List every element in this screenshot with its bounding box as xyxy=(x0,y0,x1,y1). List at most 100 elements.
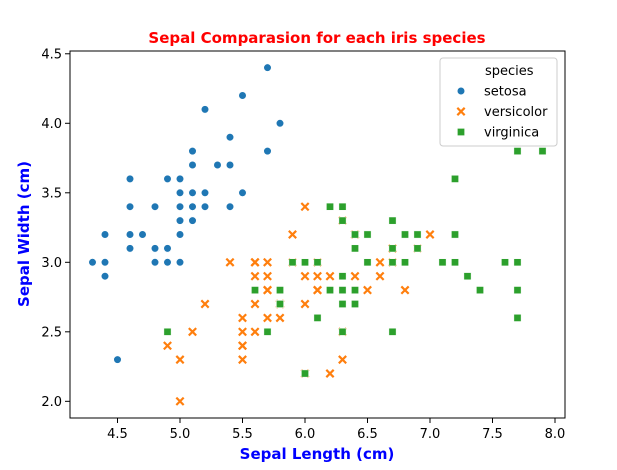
data-point-versicolor xyxy=(400,285,410,295)
data-point-virginica xyxy=(401,258,409,267)
data-point-versicolor xyxy=(375,271,385,281)
data-point-versicolor xyxy=(275,313,285,323)
data-point-versicolor xyxy=(263,257,272,267)
data-point-virginica xyxy=(451,230,459,239)
data-point-versicolor xyxy=(300,271,310,281)
data-point-setosa xyxy=(175,174,185,183)
data-point-setosa xyxy=(188,202,197,211)
x-tick-label: 7.5 xyxy=(482,427,503,442)
data-point-versicolor xyxy=(263,313,272,323)
data-point-versicolor xyxy=(363,285,372,295)
legend-label-setosa: setosa xyxy=(484,85,527,100)
data-point-virginica xyxy=(338,272,347,281)
data-point-setosa xyxy=(100,258,110,267)
y-tick-label: 4.0 xyxy=(41,117,62,132)
data-point-versicolor xyxy=(338,355,347,365)
data-point-versicolor xyxy=(250,327,260,337)
data-point-virginica xyxy=(351,244,359,253)
data-point-virginica xyxy=(288,258,297,267)
data-point-setosa xyxy=(163,244,172,253)
data-point-versicolor xyxy=(375,257,385,267)
data-point-setosa xyxy=(263,63,272,72)
data-point-setosa xyxy=(150,202,160,211)
data-point-setosa xyxy=(188,160,197,170)
legend-label-versicolor: versicolor xyxy=(484,105,548,120)
data-point-virginica xyxy=(351,286,359,294)
data-point-virginica xyxy=(438,258,447,267)
data-point-setosa xyxy=(113,355,122,364)
data-point-virginica xyxy=(276,286,284,294)
data-point-virginica xyxy=(163,327,172,336)
data-point-virginica xyxy=(513,286,522,294)
data-point-virginica xyxy=(301,258,309,267)
data-point-virginica xyxy=(338,286,347,294)
data-point-versicolor xyxy=(238,355,247,365)
data-point-versicolor xyxy=(175,355,185,365)
data-point-setosa xyxy=(175,258,185,267)
data-point-versicolor xyxy=(325,271,335,281)
data-point-setosa xyxy=(163,258,172,267)
data-point-virginica xyxy=(513,258,522,267)
data-point-setosa xyxy=(150,258,160,267)
data-point-virginica xyxy=(501,258,509,267)
data-point-setosa xyxy=(263,146,272,156)
y-tick-label: 3.5 xyxy=(41,186,62,201)
data-point-versicolor xyxy=(238,327,247,337)
y-tick-label: 2.0 xyxy=(41,395,62,410)
data-point-setosa xyxy=(200,202,210,211)
data-point-virginica xyxy=(513,147,522,155)
data-point-virginica xyxy=(313,314,322,322)
data-point-versicolor xyxy=(300,202,310,212)
data-point-virginica xyxy=(338,216,347,225)
data-point-versicolor xyxy=(238,313,247,323)
data-point-versicolor xyxy=(250,257,260,267)
data-point-setosa xyxy=(175,202,185,211)
data-point-versicolor xyxy=(175,396,185,406)
data-point-virginica xyxy=(476,286,484,294)
x-tick-label: 6.5 xyxy=(357,427,378,442)
data-point-virginica xyxy=(363,258,372,267)
data-point-virginica xyxy=(413,244,422,253)
data-point-setosa xyxy=(225,202,235,211)
x-tick-label: 5.0 xyxy=(170,427,191,442)
data-point-setosa xyxy=(200,105,210,114)
x-axis: 4.5 5.0 5.5 6.0 6.5 7.0 7.5 8.0 xyxy=(107,418,565,442)
data-point-virginica xyxy=(338,202,347,211)
x-tick-label: 7.0 xyxy=(420,427,441,442)
data-point-virginica xyxy=(326,286,334,294)
x-tick-label: 6.0 xyxy=(295,427,316,442)
data-point-versicolor xyxy=(250,299,260,309)
data-point-versicolor xyxy=(225,257,235,267)
data-point-versicolor xyxy=(250,271,260,281)
data-point-setosa xyxy=(125,244,135,253)
legend-entries: setosa versicolor virginica xyxy=(456,85,548,141)
data-point-versicolor xyxy=(425,230,435,239)
data-point-versicolor xyxy=(313,271,322,281)
data-point-virginica xyxy=(263,327,272,336)
legend-box xyxy=(439,57,558,147)
data-point-setosa xyxy=(225,160,235,170)
data-point-versicolor xyxy=(300,299,310,309)
data-point-setosa xyxy=(163,174,172,183)
data-point-versicolor xyxy=(238,341,247,351)
data-point-virginica xyxy=(538,147,547,155)
legend-marker-versicolor xyxy=(456,107,466,116)
data-point-setosa xyxy=(200,188,210,197)
data-point-virginica xyxy=(451,175,459,183)
y-axis: 2.0 2.5 3.0 3.5 4.0 4.5 xyxy=(41,47,70,410)
chart-title: Sepal Comparasion for each iris species xyxy=(148,29,485,47)
data-point-setosa xyxy=(275,119,285,128)
data-point-setosa xyxy=(175,216,185,225)
data-point-setosa xyxy=(188,146,197,156)
data-point-versicolor xyxy=(200,299,210,309)
data-point-setosa xyxy=(138,230,147,239)
data-point-versicolor xyxy=(325,369,335,378)
legend-title: species xyxy=(485,64,534,79)
data-point-setosa xyxy=(238,188,247,197)
x-tick-label: 5.5 xyxy=(232,427,253,442)
data-point-setosa xyxy=(188,216,197,225)
data-point-virginica xyxy=(276,300,284,308)
data-point-versicolor xyxy=(263,271,272,281)
data-point-setosa xyxy=(225,133,235,142)
data-point-virginica xyxy=(351,300,359,308)
